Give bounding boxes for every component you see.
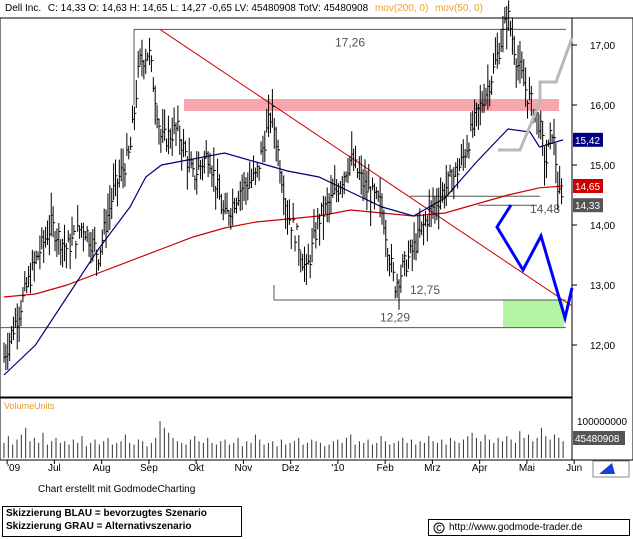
price-tag-label-ma200: 14,65	[575, 182, 600, 193]
level-label: 12,29	[380, 311, 410, 325]
x-tick-label: Sep	[140, 463, 158, 474]
y-tick-label: 14,00	[590, 221, 615, 232]
header-quote: Dell Inc. C: 14,33 O: 14,63 H: 14,65 L: …	[5, 3, 483, 14]
copyright-icon	[433, 522, 445, 533]
legend-grey: Skizzierung GRAU = Alternativszenario	[6, 521, 192, 532]
scenario-grey-path	[498, 37, 574, 152]
x-tick-label: Feb	[377, 463, 395, 474]
x-tick-label: Mai	[519, 463, 535, 474]
chart-nav-icon[interactable]	[592, 460, 630, 478]
level-label: 17,26	[335, 35, 365, 49]
target-zone	[503, 300, 564, 327]
x-tick-label: '10	[331, 463, 344, 474]
x-tick-label: '09	[7, 463, 20, 474]
price-tag-ma200	[573, 179, 603, 193]
resistance-band	[184, 99, 559, 111]
price-tag-ma50	[573, 132, 603, 147]
y-tick-label: 13,00	[590, 281, 615, 292]
source-url: http://www.godmode-trader.de	[449, 522, 583, 533]
x-tick-label: Mrz	[424, 463, 441, 474]
y-tick-label: 12,00	[590, 341, 615, 352]
x-tick-label: Jun	[566, 463, 582, 474]
price-tag-label-ma50: 15,42	[575, 136, 600, 147]
volume-last-label: 45480908	[575, 434, 620, 445]
price-tag-label-close: 14,33	[575, 201, 600, 212]
source-link[interactable]: http://www.godmode-trader.de	[428, 519, 630, 536]
volume-last-tag	[573, 431, 625, 445]
scenario-legend: Skizzierung BLAU = bevorzugtes Szenario …	[2, 506, 242, 537]
x-tick-label: Nov	[235, 463, 253, 474]
price-tag-close	[573, 198, 603, 213]
ma50-line	[3, 128, 564, 376]
chart-credit: Chart erstellt mit GodmodeCharting	[38, 484, 196, 495]
y-axis-panel	[571, 17, 633, 461]
level-label: 14,48	[530, 202, 560, 216]
y-tick-label: 17,00	[590, 41, 615, 52]
legend-blue: Skizzierung BLAU = bevorzugtes Szenario	[6, 508, 207, 519]
scenario-blue-path	[495, 204, 574, 324]
x-tick-label: Dez	[282, 463, 300, 474]
x-tick-label: Jul	[48, 463, 61, 474]
volume-scale-label: 100000000	[577, 417, 627, 428]
volume-label: VolumeUnits	[4, 401, 55, 411]
level-label: 12,75	[410, 283, 440, 297]
downtrend-line	[159, 28, 573, 307]
x-tick-label: Apr	[472, 463, 488, 474]
y-tick-label: 16,00	[590, 101, 615, 112]
y-tick-label: 15,00	[590, 161, 615, 172]
x-tick-label: Okt	[188, 463, 204, 474]
x-tick-label: Aug	[93, 463, 111, 474]
